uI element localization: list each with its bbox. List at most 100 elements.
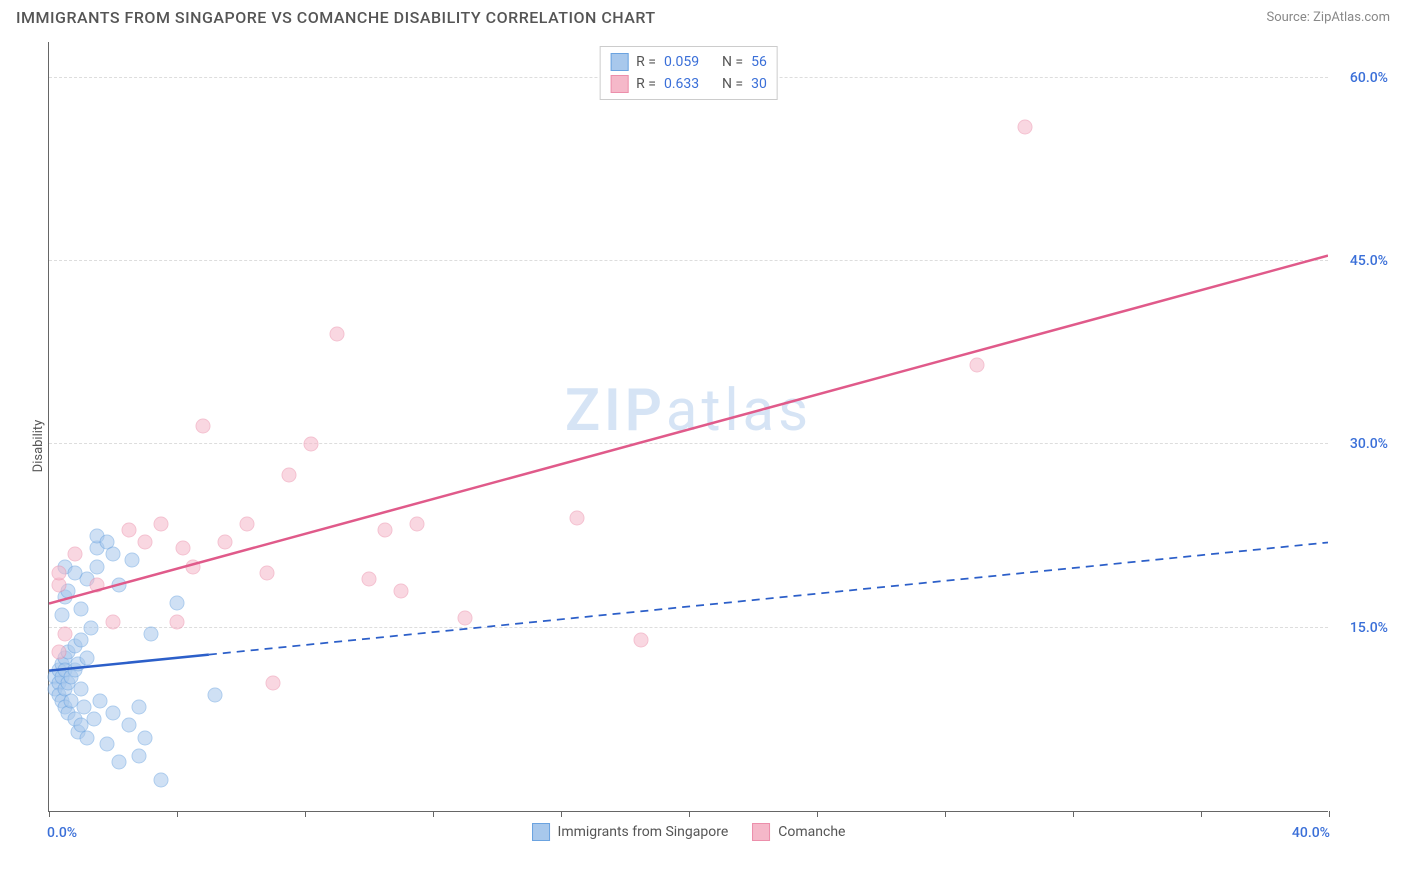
scatter-point-comanche: [186, 559, 201, 574]
legend-n-label: N =: [722, 73, 743, 95]
scatter-point-comanche: [1018, 119, 1033, 134]
scatter-point-comanche: [394, 584, 409, 599]
scatter-point-singapore: [74, 681, 89, 696]
scatter-point-comanche: [362, 571, 377, 586]
scatter-point-singapore: [74, 602, 89, 617]
watermark-part1: ZIP: [565, 377, 666, 445]
legend-top-row-comanche: R = 0.633 N = 30: [610, 73, 767, 95]
scatter-point-comanche: [176, 541, 191, 556]
source-attribution: Source: ZipAtlas.com: [1266, 10, 1390, 25]
scatter-point-comanche: [218, 535, 233, 550]
legend-r-value: 0.059: [664, 51, 714, 73]
scatter-point-comanche: [67, 547, 82, 562]
plot-area: ZIPatlas R =0.059N =56R =0.633N =30 Immi…: [48, 42, 1328, 812]
y-tick-label: 30.0%: [1333, 436, 1388, 452]
scatter-point-comanche: [304, 437, 319, 452]
legend-series-label: Comanche: [778, 824, 845, 840]
scatter-point-singapore: [74, 632, 89, 647]
x-tick: [1073, 811, 1074, 817]
gridline-horizontal: [49, 627, 1328, 628]
x-tick: [49, 811, 50, 817]
scatter-point-singapore: [93, 694, 108, 709]
scatter-point-comanche: [330, 327, 345, 342]
source-name: ZipAtlas.com: [1313, 10, 1390, 25]
scatter-point-singapore: [54, 608, 69, 623]
scatter-point-singapore: [170, 596, 185, 611]
x-tick: [433, 811, 434, 817]
scatter-point-comanche: [970, 357, 985, 372]
scatter-point-comanche: [51, 565, 66, 580]
x-tick: [689, 811, 690, 817]
x-tick-label: 40.0%: [1292, 825, 1330, 841]
trendline-solid-comanche: [49, 256, 1328, 604]
scatter-point-comanche: [138, 535, 153, 550]
scatter-point-comanche: [259, 565, 274, 580]
scatter-point-comanche: [122, 522, 137, 537]
scatter-point-singapore: [208, 687, 223, 702]
legend-n-value: 30: [751, 73, 767, 95]
x-tick: [305, 811, 306, 817]
legend-r-label: R =: [636, 51, 656, 73]
scatter-point-singapore: [99, 736, 114, 751]
scatter-point-singapore: [144, 626, 159, 641]
source-prefix: Source:: [1266, 10, 1313, 25]
trend-lines-svg: [49, 42, 1328, 811]
scatter-point-singapore: [83, 620, 98, 635]
scatter-point-comanche: [154, 516, 169, 531]
watermark-part2: atlas: [666, 377, 812, 445]
scatter-point-singapore: [86, 712, 101, 727]
scatter-point-singapore: [106, 706, 121, 721]
gridline-horizontal: [49, 260, 1328, 261]
watermark: ZIPatlas: [565, 377, 812, 445]
scatter-point-comanche: [410, 516, 425, 531]
scatter-point-singapore: [112, 577, 127, 592]
scatter-point-comanche: [106, 614, 121, 629]
x-tick: [177, 811, 178, 817]
legend-swatch-singapore: [610, 53, 628, 71]
scatter-point-singapore: [80, 651, 95, 666]
y-axis-label: Disability: [31, 420, 46, 473]
scatter-point-singapore: [112, 755, 127, 770]
x-tick-label: 0.0%: [47, 825, 77, 841]
scatter-point-singapore: [154, 773, 169, 788]
legend-top-row-singapore: R = 0.059 N = 56: [610, 51, 767, 73]
scatter-point-singapore: [138, 730, 153, 745]
scatter-point-comanche: [195, 419, 210, 434]
scatter-point-singapore: [122, 718, 137, 733]
scatter-point-comanche: [90, 577, 105, 592]
scatter-point-singapore: [131, 749, 146, 764]
x-tick: [1201, 811, 1202, 817]
legend-swatch-singapore: [532, 823, 550, 841]
legend-r-value: 0.633: [664, 73, 714, 95]
scatter-point-comanche: [51, 645, 66, 660]
scatter-point-singapore: [80, 730, 95, 745]
scatter-point-singapore: [67, 565, 82, 580]
legend-bottom-item-singapore: Immigrants from Singapore: [532, 823, 729, 841]
legend-bottom-item-comanche: Comanche: [752, 823, 845, 841]
scatter-point-comanche: [458, 610, 473, 625]
legend-series-label: Immigrants from Singapore: [558, 824, 729, 840]
scatter-point-comanche: [378, 522, 393, 537]
scatter-point-comanche: [170, 614, 185, 629]
gridline-horizontal: [49, 443, 1328, 444]
y-tick-label: 60.0%: [1333, 70, 1388, 86]
legend-r-label: R =: [636, 73, 656, 95]
legend-n-value: 56: [751, 51, 767, 73]
scatter-point-comanche: [58, 626, 73, 641]
chart-title: IMMIGRANTS FROM SINGAPORE VS COMANCHE DI…: [16, 8, 656, 27]
scatter-point-comanche: [240, 516, 255, 531]
x-tick: [561, 811, 562, 817]
scatter-point-comanche: [570, 510, 585, 525]
scatter-point-comanche: [266, 675, 281, 690]
scatter-point-singapore: [106, 547, 121, 562]
y-tick-label: 15.0%: [1333, 620, 1388, 636]
x-tick: [945, 811, 946, 817]
legend-n-label: N =: [722, 51, 743, 73]
legend-swatch-comanche: [610, 75, 628, 93]
x-tick: [1329, 811, 1330, 817]
legend-swatch-comanche: [752, 823, 770, 841]
chart-container: ZIPatlas R = 0.059 N = 56 R = 0.633 N = 30 Immi…: [48, 42, 1388, 842]
scatter-point-comanche: [634, 632, 649, 647]
trendline-dashed-singapore: [209, 542, 1328, 654]
scatter-point-singapore: [131, 700, 146, 715]
